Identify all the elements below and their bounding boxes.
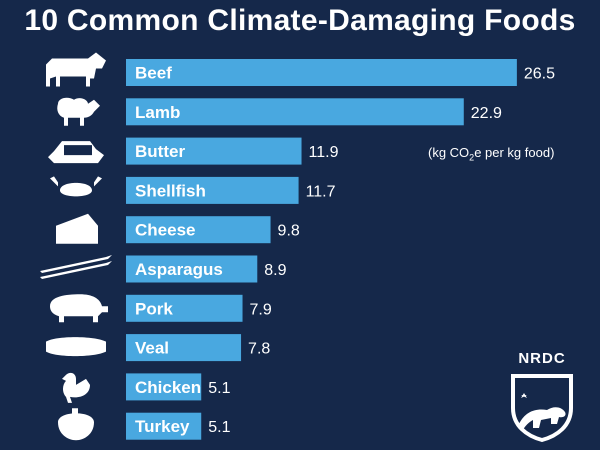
sheep-icon: [57, 97, 100, 126]
category-label: Turkey: [135, 417, 190, 436]
nrdc-logo: NRDC: [500, 350, 584, 442]
value-label: 22.9: [471, 105, 502, 122]
unit-note: (kg CO2e per kg food): [428, 145, 554, 163]
value-label: 26.5: [524, 66, 555, 83]
cow-icon: [46, 52, 106, 87]
category-label: Cheese: [135, 221, 195, 240]
value-label: 5.1: [208, 419, 230, 436]
bar-pork: [126, 294, 243, 322]
category-label: Shellfish: [135, 181, 206, 200]
turkey-icon: [58, 408, 94, 441]
bar-asparagus: [126, 255, 258, 283]
category-label: Veal: [135, 339, 169, 358]
bear-shield-icon: [511, 374, 573, 442]
bar-chicken: [126, 373, 202, 401]
value-label: 11.7: [306, 183, 336, 200]
bar-cheese: [126, 216, 271, 244]
value-label: 11.9: [309, 144, 339, 161]
pig-icon: [50, 294, 108, 323]
logo-text: NRDC: [518, 350, 566, 367]
crab-icon: [50, 176, 102, 201]
bar-lamb: [126, 98, 464, 126]
unit-note-suffix: e per kg food): [474, 145, 555, 160]
value-label: 8.9: [264, 262, 286, 279]
value-label: 7.8: [248, 341, 270, 358]
category-label: Lamb: [135, 103, 180, 122]
bar-shellfish: [126, 176, 299, 204]
butter-icon: [48, 141, 104, 164]
chicken-icon: [62, 372, 90, 403]
value-label: 7.9: [250, 301, 272, 318]
value-label: 5.1: [208, 380, 230, 397]
category-label: Chicken: [135, 378, 201, 397]
value-label: 9.8: [278, 223, 300, 240]
bar-butter: [126, 137, 302, 165]
asparagus-icon: [40, 255, 112, 279]
bar-veal: [126, 334, 242, 362]
unit-note-prefix: (kg CO: [428, 145, 470, 160]
category-label: Butter: [135, 142, 185, 161]
steak-icon: [46, 337, 106, 357]
category-label: Asparagus: [135, 260, 223, 279]
chart-title: 10 Common Climate-Damaging Foods: [24, 4, 576, 37]
category-label: Beef: [135, 64, 172, 83]
bar-beef: [126, 59, 517, 86]
unit-note-subscript: 2: [469, 152, 475, 163]
category-label: Pork: [135, 299, 173, 318]
bar-turkey: [126, 412, 202, 440]
cheese-icon: [56, 213, 98, 244]
